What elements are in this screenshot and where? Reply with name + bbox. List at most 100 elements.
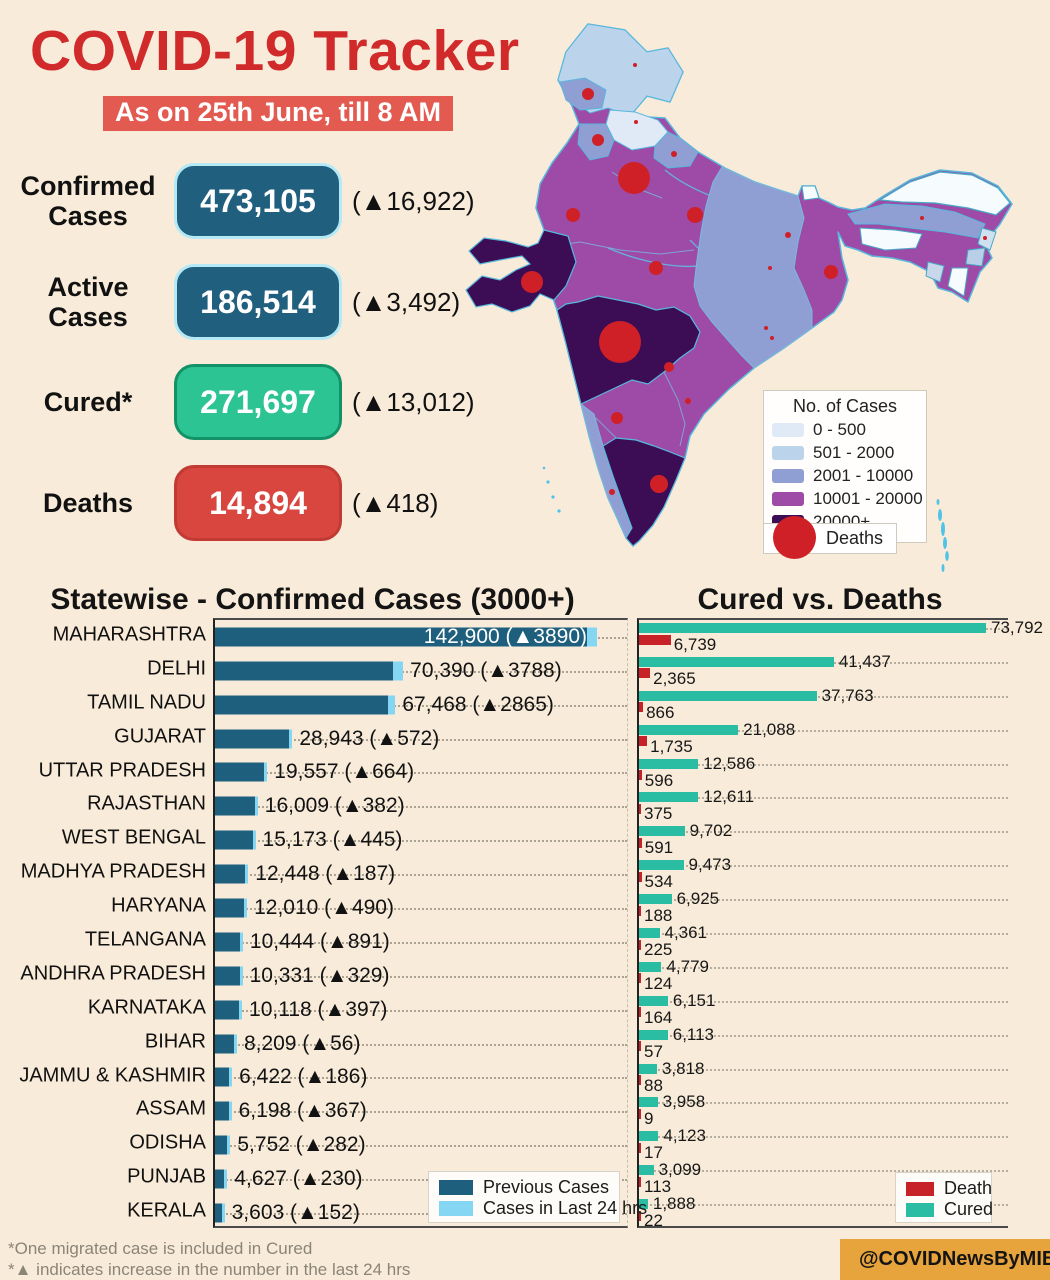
death-value-label: 866 xyxy=(646,702,675,722)
confirmed-bar xyxy=(215,1203,225,1223)
death-marker xyxy=(685,398,691,404)
death-markers xyxy=(521,63,987,495)
gridline xyxy=(639,1102,1008,1105)
cured-death-row: 12,586 596 xyxy=(639,754,1008,790)
death-marker xyxy=(599,321,641,363)
confirmed-bar xyxy=(215,762,268,782)
cured-value-label: 4,361 xyxy=(664,923,708,942)
legend-item-label: 0 - 500 xyxy=(813,420,866,439)
footnotes: *One migrated case is included in Cured … xyxy=(8,1238,410,1280)
death-marker xyxy=(824,265,838,279)
gridline xyxy=(639,729,1008,732)
bar-value-label: 8,209 (▲56) xyxy=(243,1031,361,1055)
gridline xyxy=(639,865,1008,868)
last24h-segment xyxy=(254,796,258,816)
confirmed-bar-row: 4,627 (▲230) xyxy=(215,1162,627,1196)
last24h-segment xyxy=(245,864,249,884)
death-bar xyxy=(639,1007,641,1018)
confirmed-bar-row: 6,422 (▲186) xyxy=(215,1061,627,1095)
death-bar xyxy=(639,634,671,645)
left-chart-legend: Previous Cases Cases in Last 24 hrs xyxy=(428,1171,647,1223)
map-legend-item: 501 - 2000 xyxy=(772,443,918,463)
confirmed-bar-row: 10,444 (▲891) xyxy=(215,925,627,959)
previous-cases-segment xyxy=(215,1135,228,1155)
state-label: MADHYA PRADESH xyxy=(20,860,206,883)
previous-cases-segment xyxy=(215,695,388,715)
region-mizoram xyxy=(947,267,969,297)
right-chart-plot: 73,792 6,739 41,437 2,365 37,763 866 21,088 1,7… xyxy=(637,618,1043,1230)
previous-cases-segment xyxy=(215,966,240,986)
cured-bar xyxy=(639,995,668,1006)
cured-value-label: 1,888 xyxy=(652,1194,696,1214)
previous-cases-segment xyxy=(215,830,253,850)
death-value-label: 534 xyxy=(644,872,673,892)
death-marker xyxy=(634,120,638,124)
gridline xyxy=(639,1204,1008,1207)
death-bar xyxy=(639,1075,641,1086)
death-marker xyxy=(983,236,987,240)
stat-row-active: Active Cases 186,514 (▲3,492) xyxy=(12,264,460,340)
bar-value-label: 70,390 (▲3788) xyxy=(410,658,562,682)
cured-bar xyxy=(639,724,739,735)
previous-cases-segment xyxy=(215,1067,230,1087)
previous-cases-segment xyxy=(215,1101,229,1121)
cured-value-label: 41,437 xyxy=(838,651,891,671)
cured-death-row: 6,151 164 xyxy=(639,991,1008,1027)
previous-cases-segment xyxy=(215,762,265,782)
left-chart-labels: MAHARASHTRA DELHI TAMIL NADU GUJARAT UTTAR P… xyxy=(0,618,206,1228)
death-bar xyxy=(639,702,644,713)
confirmed-bar-row: 3,603 (▲152) xyxy=(215,1196,627,1230)
cured-value-label: 6,925 xyxy=(676,889,720,909)
cured-death-row: 21,088 1,735 xyxy=(639,720,1008,756)
legend-entry-label: Previous Cases xyxy=(483,1177,610,1197)
cured-bar xyxy=(639,792,699,803)
cured-value-label: 3,099 xyxy=(658,1160,702,1180)
gridline xyxy=(639,1000,1008,1003)
region-nagaland xyxy=(977,227,997,251)
confirmed-bar xyxy=(215,729,293,749)
previous-cases-segment xyxy=(215,898,245,918)
cured-bar xyxy=(639,894,672,905)
cured-bar xyxy=(639,1063,657,1074)
previous-cases-segment xyxy=(215,729,290,749)
legend-color-swatch xyxy=(772,469,804,483)
death-bar xyxy=(639,1176,641,1187)
gridline xyxy=(639,966,1008,969)
bar-value-label: 67,468 (▲2865) xyxy=(402,692,554,716)
confirmed-bar-row: 28,943 (▲572) xyxy=(215,722,627,756)
last24h-segment xyxy=(252,830,256,850)
map-deaths-legend: Deaths xyxy=(763,516,897,559)
confirmed-cases-value: 473,105 xyxy=(174,163,342,239)
last24h-segment xyxy=(229,1067,233,1087)
death-bar xyxy=(639,939,641,950)
legend-entry-label: Cases in Last 24 hrs xyxy=(483,1198,648,1218)
right-chart-title: Cured vs. Deaths xyxy=(697,583,943,616)
cured-death-row: 3,958 9 xyxy=(639,1092,1008,1129)
region-arunachal xyxy=(878,171,1011,216)
gridline xyxy=(215,840,627,843)
deaths-circle-icon xyxy=(773,516,816,559)
cured-death-row: 9,702 591 xyxy=(639,821,1008,857)
confirmed-bar xyxy=(215,1169,228,1189)
state-label: ODISHA xyxy=(129,1131,206,1154)
bar-value-label: 10,118 (▲397) xyxy=(249,997,388,1021)
death-bar xyxy=(639,1142,641,1153)
confirmed-bar-row: 19,557 (▲664) xyxy=(215,756,627,790)
death-value-label: 9 xyxy=(644,1109,654,1129)
legend-color-swatch xyxy=(772,446,804,460)
bar-value-label: 16,009 (▲382) xyxy=(264,794,405,818)
bar-value-label: 12,010 (▲490) xyxy=(254,896,394,920)
cured-value-label: 6,113 xyxy=(672,1024,715,1044)
state-label: DELHI xyxy=(147,657,206,680)
death-marker xyxy=(768,266,772,270)
left-chart-title: Statewise - Confirmed Cases (3000+) xyxy=(50,583,575,616)
twitter-handle[interactable]: @COVIDNewsByMIB xyxy=(859,1248,1050,1270)
cured-death-row: 1,888 22 xyxy=(639,1194,1008,1230)
legend-item-label: 501 - 2000 xyxy=(813,443,895,462)
region-assam xyxy=(847,203,986,239)
previous-cases-segment xyxy=(215,1203,222,1223)
island-chains xyxy=(542,466,949,572)
cured-bar xyxy=(639,690,817,701)
cured-bar xyxy=(639,1029,668,1040)
last24h-segment xyxy=(224,1169,228,1189)
